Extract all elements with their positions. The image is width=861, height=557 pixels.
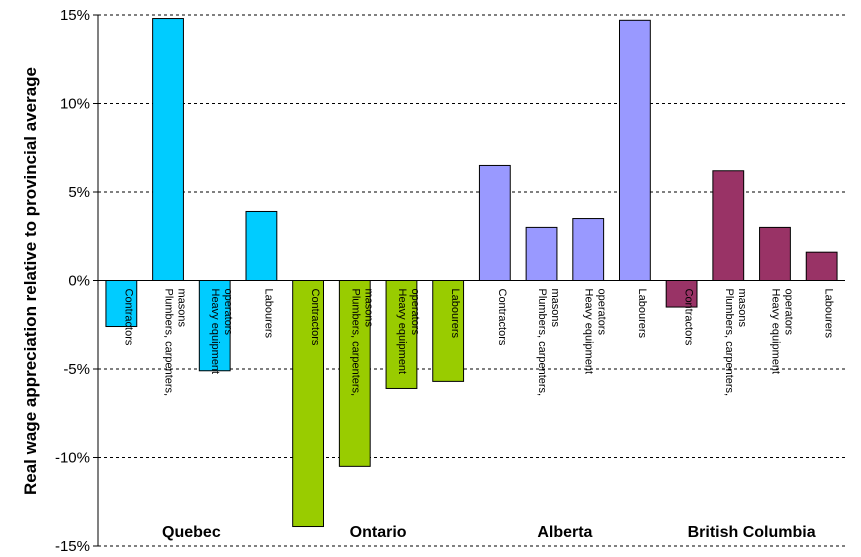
group-labels: Quebec Ontario Alberta British Columbia [162,524,816,541]
bar [618,19,651,282]
category-label: masons [362,289,374,328]
category-label: Contractors [496,289,508,346]
category-label: masons [736,289,748,328]
category-label: operators [596,289,608,336]
category-label: masons [549,289,561,328]
group-label: British Columbia [688,524,816,541]
y-tick-label: -5% [63,361,90,378]
group-label: Ontario [350,524,407,541]
bars [105,18,838,528]
y-axis-label: Real wage appreciation relative to provi… [21,67,40,495]
bar [432,280,465,382]
y-tick-label: 0% [68,273,90,290]
bar [759,226,791,281]
category-label: Heavy equipment [396,289,408,375]
category-label: Plumbers, carpenters, [163,289,175,397]
bar [525,226,558,281]
bar [292,280,325,528]
category-label: operators [222,289,234,336]
category-label: Heavy equipment [209,289,221,375]
y-tick-label: 5% [68,184,90,201]
category-label: Labourers [823,289,835,339]
gridlines [98,14,845,547]
bar [338,280,371,467]
y-tick-label: -15% [55,538,90,555]
category-label: operators [782,289,794,336]
bar [712,170,745,281]
category-label: Contractors [309,289,321,346]
category-label: Plumbers, carpenters, [536,289,548,397]
bar [198,280,231,372]
bar [572,218,605,282]
category-label: Heavy equipment [583,289,595,375]
group-label: Quebec [162,524,221,541]
bar [805,251,838,281]
bar [152,18,184,281]
category-label: Labourers [262,289,274,339]
bar [478,164,511,281]
category-label: Contractors [122,289,134,346]
bar [245,210,278,281]
y-tick-label: -10% [55,450,90,467]
y-tick-label: 15% [60,7,90,24]
category-label: Contractors [683,289,695,346]
bar [665,280,698,308]
category-label: Labourers [449,289,461,339]
category-label: Heavy equipment [769,289,781,375]
category-label: Labourers [636,289,648,339]
category-label: Plumbers, carpenters, [723,289,735,397]
category-label: operators [409,289,421,336]
category-labels: Contractors Plumbers, carpenters, masons He… [122,289,834,397]
category-label: Plumbers, carpenters, [349,289,361,397]
category-label: masons [176,289,188,328]
bar [105,280,138,328]
bar [385,280,418,389]
group-label: Alberta [537,524,592,541]
y-tick-label: 10% [60,96,90,113]
